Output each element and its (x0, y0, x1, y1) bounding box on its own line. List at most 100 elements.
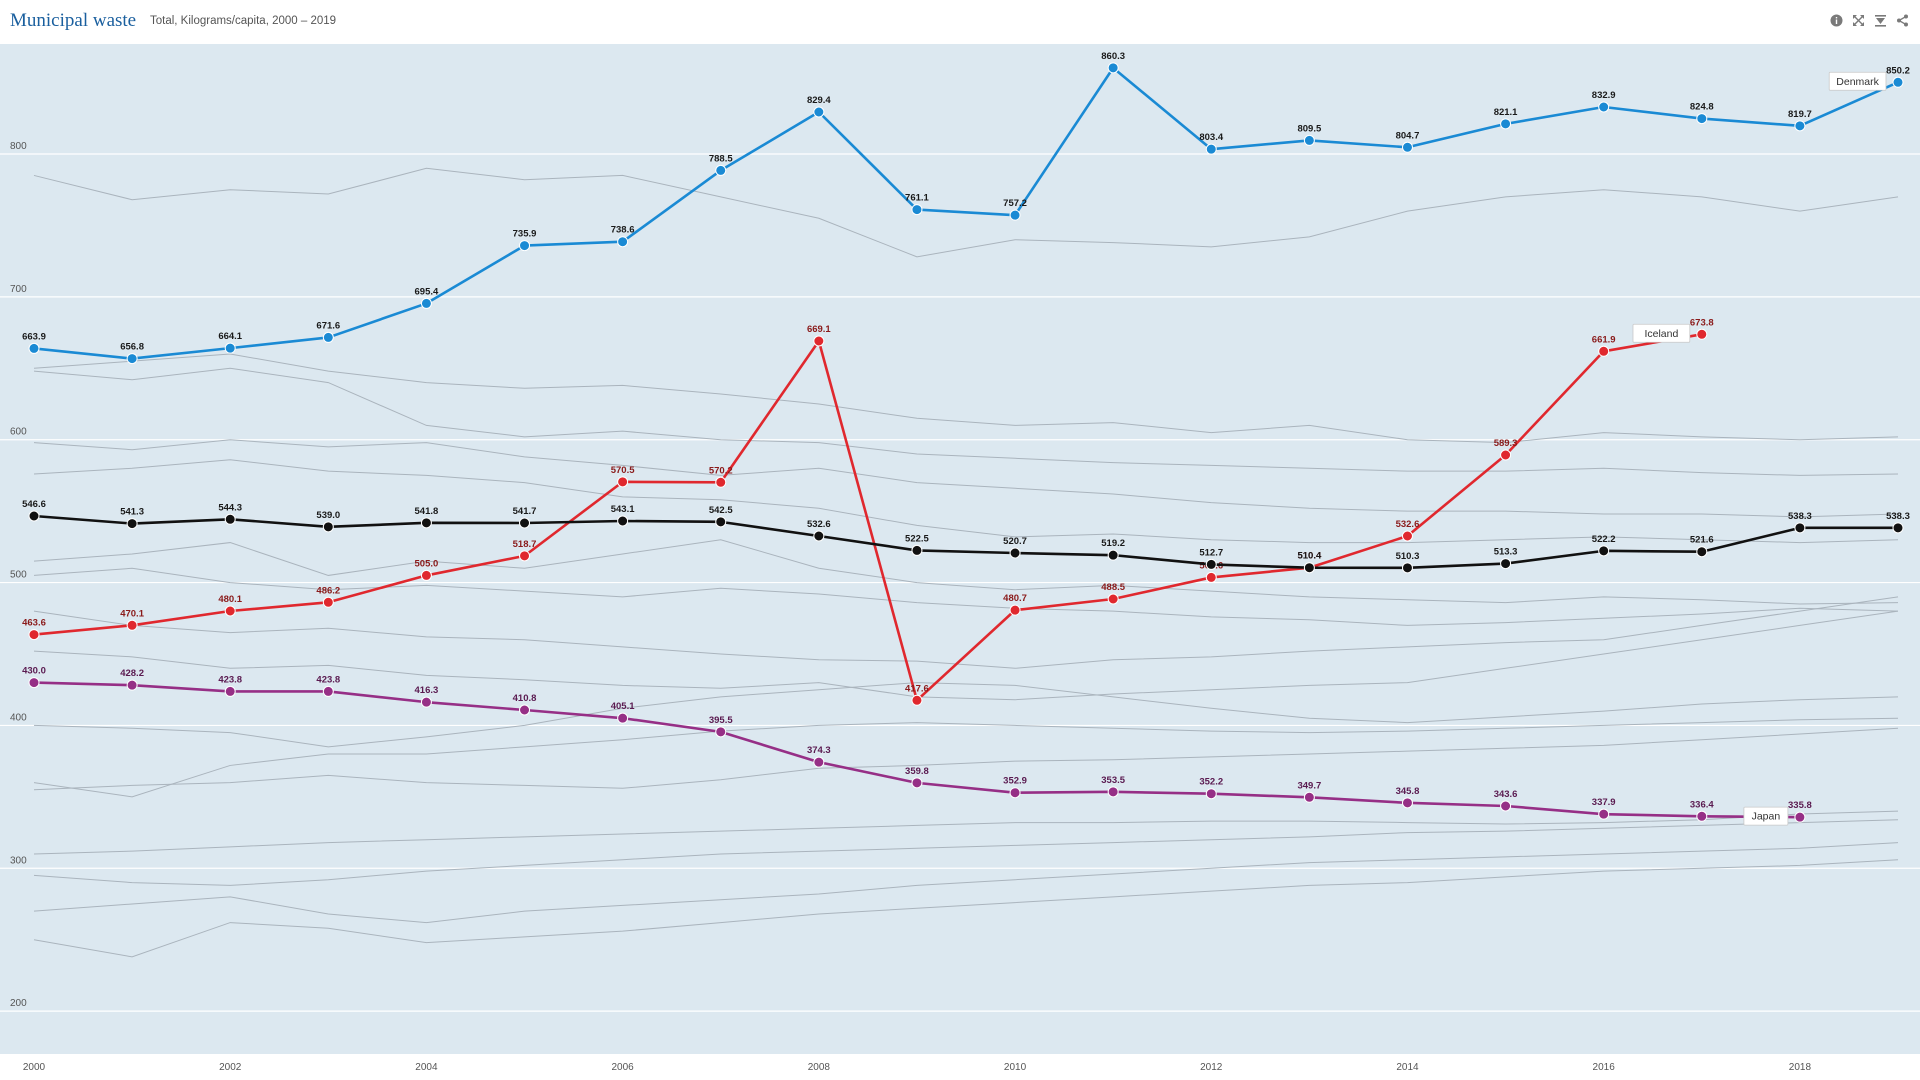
data-point[interactable] (224, 605, 236, 617)
data-point[interactable] (1794, 522, 1806, 534)
data-point[interactable] (28, 629, 40, 641)
data-point[interactable] (1401, 141, 1413, 153)
data-point[interactable] (1009, 787, 1021, 799)
data-point[interactable] (1598, 101, 1610, 113)
share-icon[interactable] (1894, 12, 1910, 28)
data-label: 544.3 (218, 502, 242, 513)
series-denmark[interactable]: 663.9 656.8 664.1 671.6 695.4 735.9 738.6 788.5… (22, 51, 1910, 365)
data-point[interactable] (1205, 143, 1217, 155)
data-point[interactable] (322, 331, 334, 343)
data-point[interactable] (617, 712, 629, 724)
data-label: 470.1 (120, 608, 144, 619)
data-point[interactable] (1598, 808, 1610, 820)
data-point[interactable] (1205, 558, 1217, 570)
data-point[interactable] (420, 517, 432, 529)
data-point[interactable] (1303, 134, 1315, 146)
data-point[interactable] (1107, 593, 1119, 605)
series-oecd-average[interactable]: 546.6 541.3 544.3 539.0 541.8 541.7 543.1 542.5… (22, 499, 1910, 574)
data-point[interactable] (519, 704, 531, 716)
data-point[interactable] (715, 476, 727, 488)
data-label: 539.0 (316, 510, 340, 521)
data-point[interactable] (1500, 118, 1512, 130)
data-point[interactable] (126, 679, 138, 691)
data-label: 757.2 (1003, 198, 1027, 209)
data-point[interactable] (911, 204, 923, 216)
data-point[interactable] (1107, 786, 1119, 798)
data-point[interactable] (1401, 530, 1413, 542)
data-label: 423.8 (316, 674, 340, 685)
data-point[interactable] (224, 513, 236, 525)
data-point[interactable] (1794, 811, 1806, 823)
info-icon[interactable] (1828, 12, 1844, 28)
data-point[interactable] (1205, 571, 1217, 583)
data-point[interactable] (1303, 562, 1315, 574)
data-point[interactable] (911, 777, 923, 789)
data-point[interactable] (322, 685, 334, 697)
series-japan[interactable]: 430.0 428.2 423.8 423.8 416.3 410.8 405.1 395.5… (22, 666, 1812, 826)
data-point[interactable] (715, 726, 727, 738)
data-point[interactable] (617, 476, 629, 488)
data-point[interactable] (1009, 209, 1021, 221)
data-point[interactable] (28, 342, 40, 354)
data-point[interactable] (519, 240, 531, 252)
data-point[interactable] (322, 596, 334, 608)
data-point[interactable] (519, 550, 531, 562)
data-point[interactable] (1696, 546, 1708, 558)
data-point[interactable] (1303, 791, 1315, 803)
data-point[interactable] (28, 677, 40, 689)
data-point[interactable] (715, 516, 727, 528)
data-point[interactable] (420, 569, 432, 581)
data-point[interactable] (420, 696, 432, 708)
data-label: 510.3 (1396, 551, 1420, 562)
data-point[interactable] (1107, 549, 1119, 561)
data-point[interactable] (224, 685, 236, 697)
data-point[interactable] (126, 619, 138, 631)
data-point[interactable] (1500, 800, 1512, 812)
download-icon[interactable] (1872, 12, 1888, 28)
fullscreen-icon[interactable] (1850, 12, 1866, 28)
data-point[interactable] (813, 335, 825, 347)
data-point[interactable] (1401, 797, 1413, 809)
data-label: 669.1 (807, 324, 831, 335)
chart-subtitle: Total, Kilograms/capita, 2000 – 2019 (150, 15, 337, 27)
data-point[interactable] (1401, 562, 1413, 574)
data-point[interactable] (126, 518, 138, 530)
end-label: Denmark (1836, 76, 1879, 88)
y-tick-label: 800 (10, 141, 27, 152)
data-point[interactable] (1009, 604, 1021, 616)
data-point[interactable] (1892, 76, 1904, 88)
data-point[interactable] (420, 297, 432, 309)
data-point[interactable] (813, 756, 825, 768)
data-point[interactable] (1696, 113, 1708, 125)
data-point[interactable] (1500, 449, 1512, 461)
data-label: 829.4 (807, 95, 831, 106)
data-point[interactable] (28, 510, 40, 522)
x-tick-label: 2006 (612, 1062, 635, 1073)
data-point[interactable] (911, 694, 923, 706)
data-point[interactable] (1500, 558, 1512, 570)
background-series-line (33, 682, 1899, 748)
data-point[interactable] (1598, 345, 1610, 357)
data-point[interactable] (1107, 62, 1119, 74)
data-point[interactable] (1696, 328, 1708, 340)
data-point[interactable] (813, 106, 825, 118)
data-label: 738.6 (611, 225, 635, 236)
data-point[interactable] (322, 521, 334, 533)
data-point[interactable] (126, 353, 138, 365)
data-point[interactable] (911, 544, 923, 556)
data-point[interactable] (715, 164, 727, 176)
data-point[interactable] (519, 517, 531, 529)
data-point[interactable] (1892, 522, 1904, 534)
data-point[interactable] (813, 530, 825, 542)
data-point[interactable] (1009, 547, 1021, 559)
data-point[interactable] (617, 515, 629, 527)
y-tick-label: 600 (10, 427, 27, 438)
data-point[interactable] (1598, 545, 1610, 557)
x-axis-labels: 2000 2002 2004 2006 2008 2010 2012 2014 2016 2018 (23, 1062, 1812, 1073)
data-point[interactable] (1205, 788, 1217, 800)
data-point[interactable] (224, 342, 236, 354)
data-point[interactable] (1794, 120, 1806, 132)
data-point[interactable] (1696, 810, 1708, 822)
data-point[interactable] (617, 236, 629, 248)
